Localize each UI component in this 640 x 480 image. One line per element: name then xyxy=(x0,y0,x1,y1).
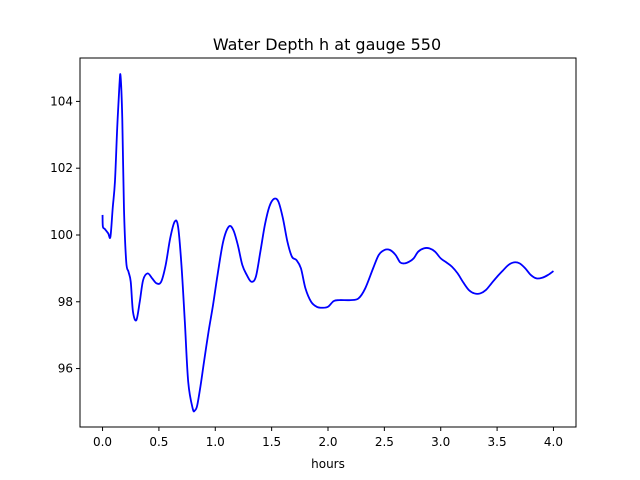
y-tick-label: 104 xyxy=(50,94,73,108)
chart-title: Water Depth h at gauge 550 xyxy=(213,35,441,54)
y-tick-label: 100 xyxy=(50,228,73,242)
x-tick-label: 2.0 xyxy=(318,435,337,449)
x-tick-label: 1.5 xyxy=(262,435,281,449)
y-tick-label: 102 xyxy=(50,161,73,175)
x-tick-label: 2.5 xyxy=(375,435,394,449)
x-tick-label: 0.5 xyxy=(149,435,168,449)
x-tick-label: 1.0 xyxy=(206,435,225,449)
plot-area xyxy=(101,73,554,413)
x-axis: 0.0 0.5 1.0 1.5 2.0 2.5 3.0 3.5 4.0 xyxy=(93,427,563,449)
x-axis-label: hours xyxy=(311,457,345,471)
x-tick-label: 4.0 xyxy=(544,435,563,449)
x-tick-label: 0.0 xyxy=(93,435,112,449)
series-line-0 xyxy=(101,73,554,413)
x-tick-label: 3.5 xyxy=(488,435,507,449)
y-tick-label: 96 xyxy=(58,362,73,376)
axes-frame xyxy=(79,57,577,428)
y-axis: 96 98 100 102 104 xyxy=(50,94,80,376)
x-tick-label: 3.0 xyxy=(431,435,450,449)
y-tick-label: 98 xyxy=(58,295,73,309)
